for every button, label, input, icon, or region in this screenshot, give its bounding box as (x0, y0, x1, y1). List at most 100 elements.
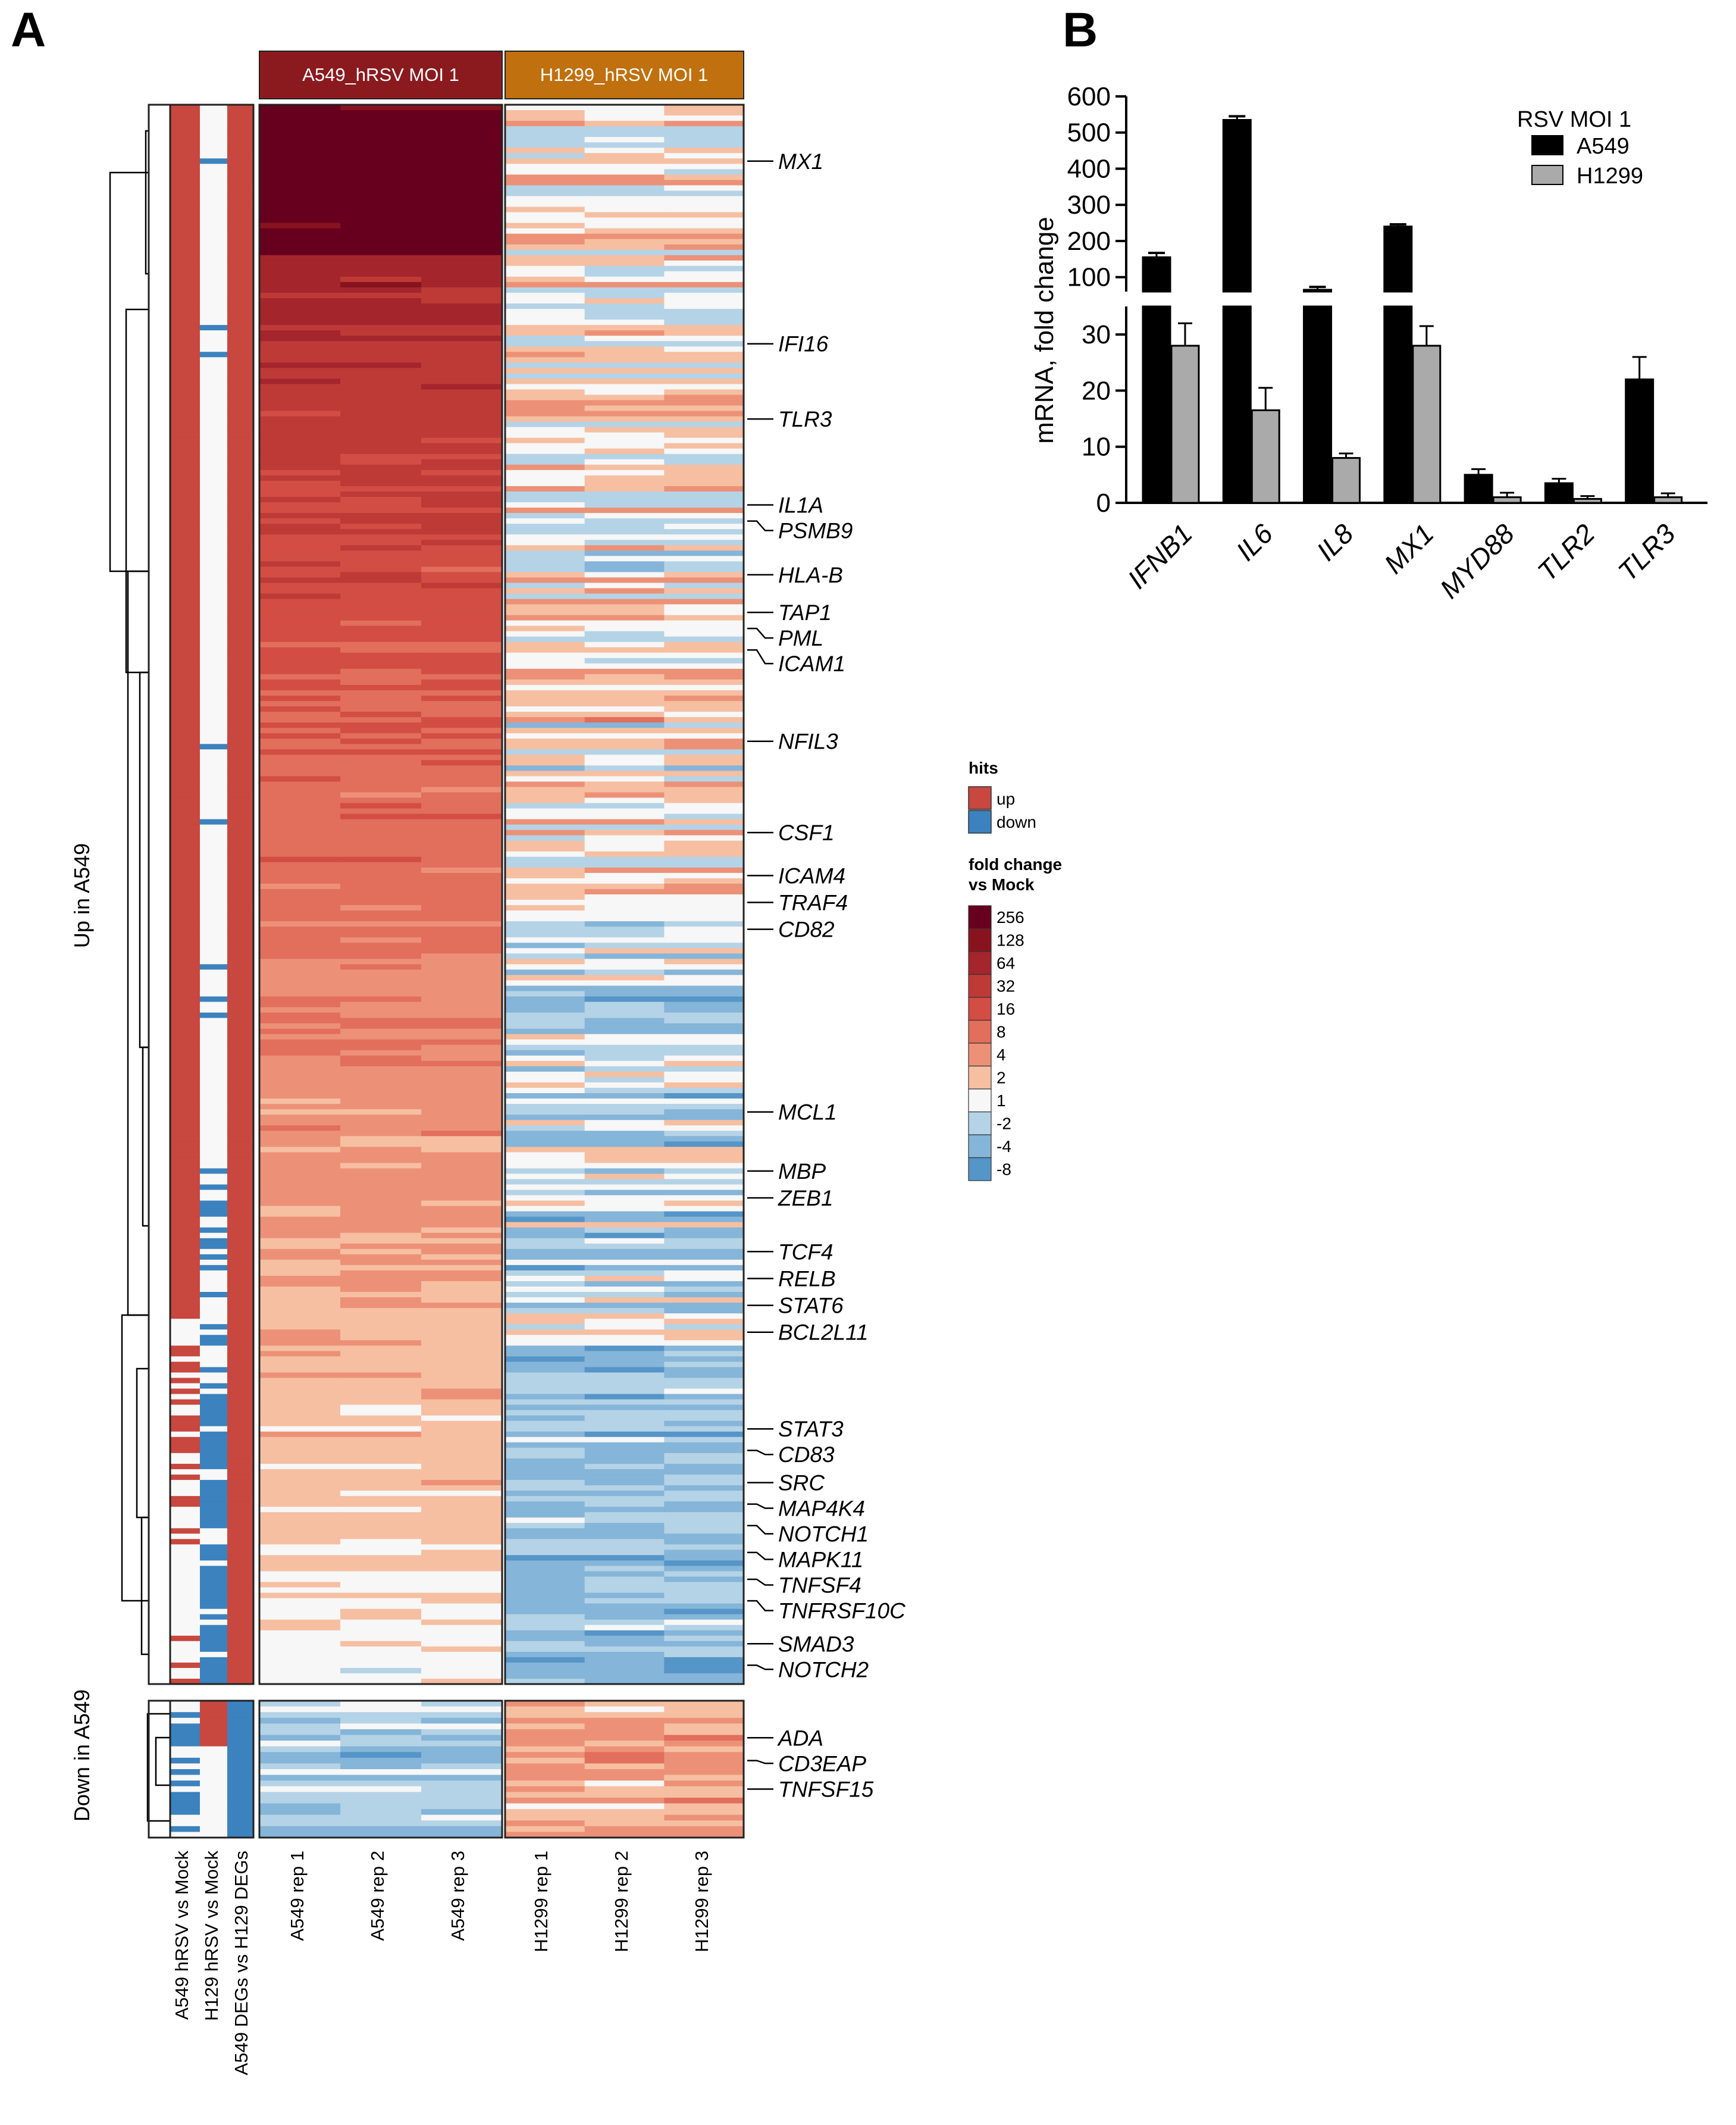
heat-cell (340, 389, 422, 396)
annotation-cell (227, 206, 254, 213)
heat-cell (421, 1809, 503, 1816)
heat-cell (340, 508, 422, 514)
annotation-cell (170, 819, 200, 825)
annotation-cell (200, 668, 228, 675)
heat-cell (259, 641, 341, 648)
heat-cell (584, 105, 665, 111)
annotation-cell (227, 1517, 254, 1523)
annotation-cell (200, 427, 228, 433)
heat-cell (259, 771, 341, 777)
heat-cell (259, 722, 341, 728)
annotation-cell (170, 1147, 200, 1153)
heat-cell (584, 1582, 665, 1588)
annotation-cell (170, 1712, 200, 1719)
annotation-cell (200, 1351, 228, 1357)
annotation-cell (200, 1706, 228, 1713)
heat-cell (421, 427, 503, 433)
annotation-cell (200, 1598, 228, 1604)
gene-label: IFI16 (778, 332, 829, 356)
heat-cell (584, 1076, 665, 1083)
heat-cell (259, 271, 341, 277)
heat-cell (584, 1598, 665, 1604)
heat-cell (340, 851, 422, 857)
heat-cell (340, 948, 422, 954)
heat-cell (259, 674, 341, 680)
heat-cell (421, 948, 503, 954)
heat-cell (340, 830, 422, 836)
heat-cell (259, 797, 341, 804)
annotation-cell (170, 1388, 200, 1395)
heat-cell (259, 1179, 341, 1185)
heat-cell (664, 233, 744, 240)
heat-cell (664, 1351, 744, 1357)
annotation-cell (200, 765, 228, 771)
heat-cell (664, 1125, 744, 1131)
heat-cell (505, 835, 585, 841)
heat-cell (421, 153, 503, 159)
annotation-cell (170, 437, 200, 444)
heat-cell (421, 900, 503, 906)
annotation-cell (227, 496, 254, 503)
annotation-cell (200, 1265, 228, 1271)
annotation-cell (200, 352, 228, 358)
annotation-cell (200, 1163, 228, 1169)
annotation-cell (227, 1491, 254, 1497)
annotation-cell (170, 1603, 200, 1610)
heat-cell (340, 1378, 422, 1384)
heat-cell (664, 593, 744, 600)
heat-cell (421, 760, 503, 766)
annotation-cell (170, 1243, 200, 1250)
annotation-cell (200, 255, 228, 261)
heat-cell (421, 609, 503, 616)
heat-cell (421, 674, 503, 680)
heat-cell (340, 1426, 422, 1432)
heat-cell (421, 1678, 503, 1685)
heat-cell (421, 894, 503, 900)
heat-cell (505, 260, 585, 267)
heat-cell (421, 212, 503, 218)
heat-cell (340, 819, 422, 825)
heat-cell (340, 927, 422, 932)
heat-cell (340, 1453, 422, 1459)
heat-cell (421, 641, 503, 648)
heat-cell (421, 1216, 503, 1223)
annotation-cell (200, 1485, 228, 1491)
annotation-cell (200, 1571, 228, 1578)
annotation-cell (170, 1190, 200, 1196)
heat-cell (259, 378, 341, 385)
heat-cell (259, 1044, 341, 1051)
heat-cell (421, 1786, 503, 1792)
annotation-cell (200, 1560, 228, 1567)
annotation-cell (227, 583, 254, 589)
annotation-cell (200, 599, 228, 605)
heat-cell (259, 518, 341, 524)
heat-cell (505, 1701, 585, 1707)
annotation-cell (170, 432, 200, 439)
heat-cell (421, 851, 503, 857)
heat-cell (584, 932, 665, 938)
heat-cell (259, 314, 341, 320)
heat-cell (259, 110, 341, 116)
annotation-cell (200, 1147, 228, 1153)
annotation-cell (200, 927, 228, 932)
heat-cell (421, 953, 503, 959)
annotation-cell (200, 674, 228, 680)
heat-cell (664, 1479, 744, 1486)
annotation-cell (227, 792, 254, 799)
heat-cell (259, 636, 341, 643)
annotation-cell (227, 862, 254, 868)
heat-cell (664, 856, 744, 863)
heat-cell (505, 190, 585, 197)
heat-cell (259, 1437, 341, 1443)
heat-cell (421, 448, 503, 455)
heat-cell (664, 255, 744, 261)
heat-cell (259, 1507, 341, 1513)
annotation-cell (170, 158, 200, 164)
heat-cell (259, 1809, 341, 1816)
annotation-cell (227, 636, 254, 643)
annotation-cell (200, 1297, 228, 1303)
heat-cell (421, 1453, 503, 1459)
annotation-cell (200, 760, 228, 766)
heat-cell (340, 115, 422, 121)
heat-cell (505, 1735, 585, 1741)
